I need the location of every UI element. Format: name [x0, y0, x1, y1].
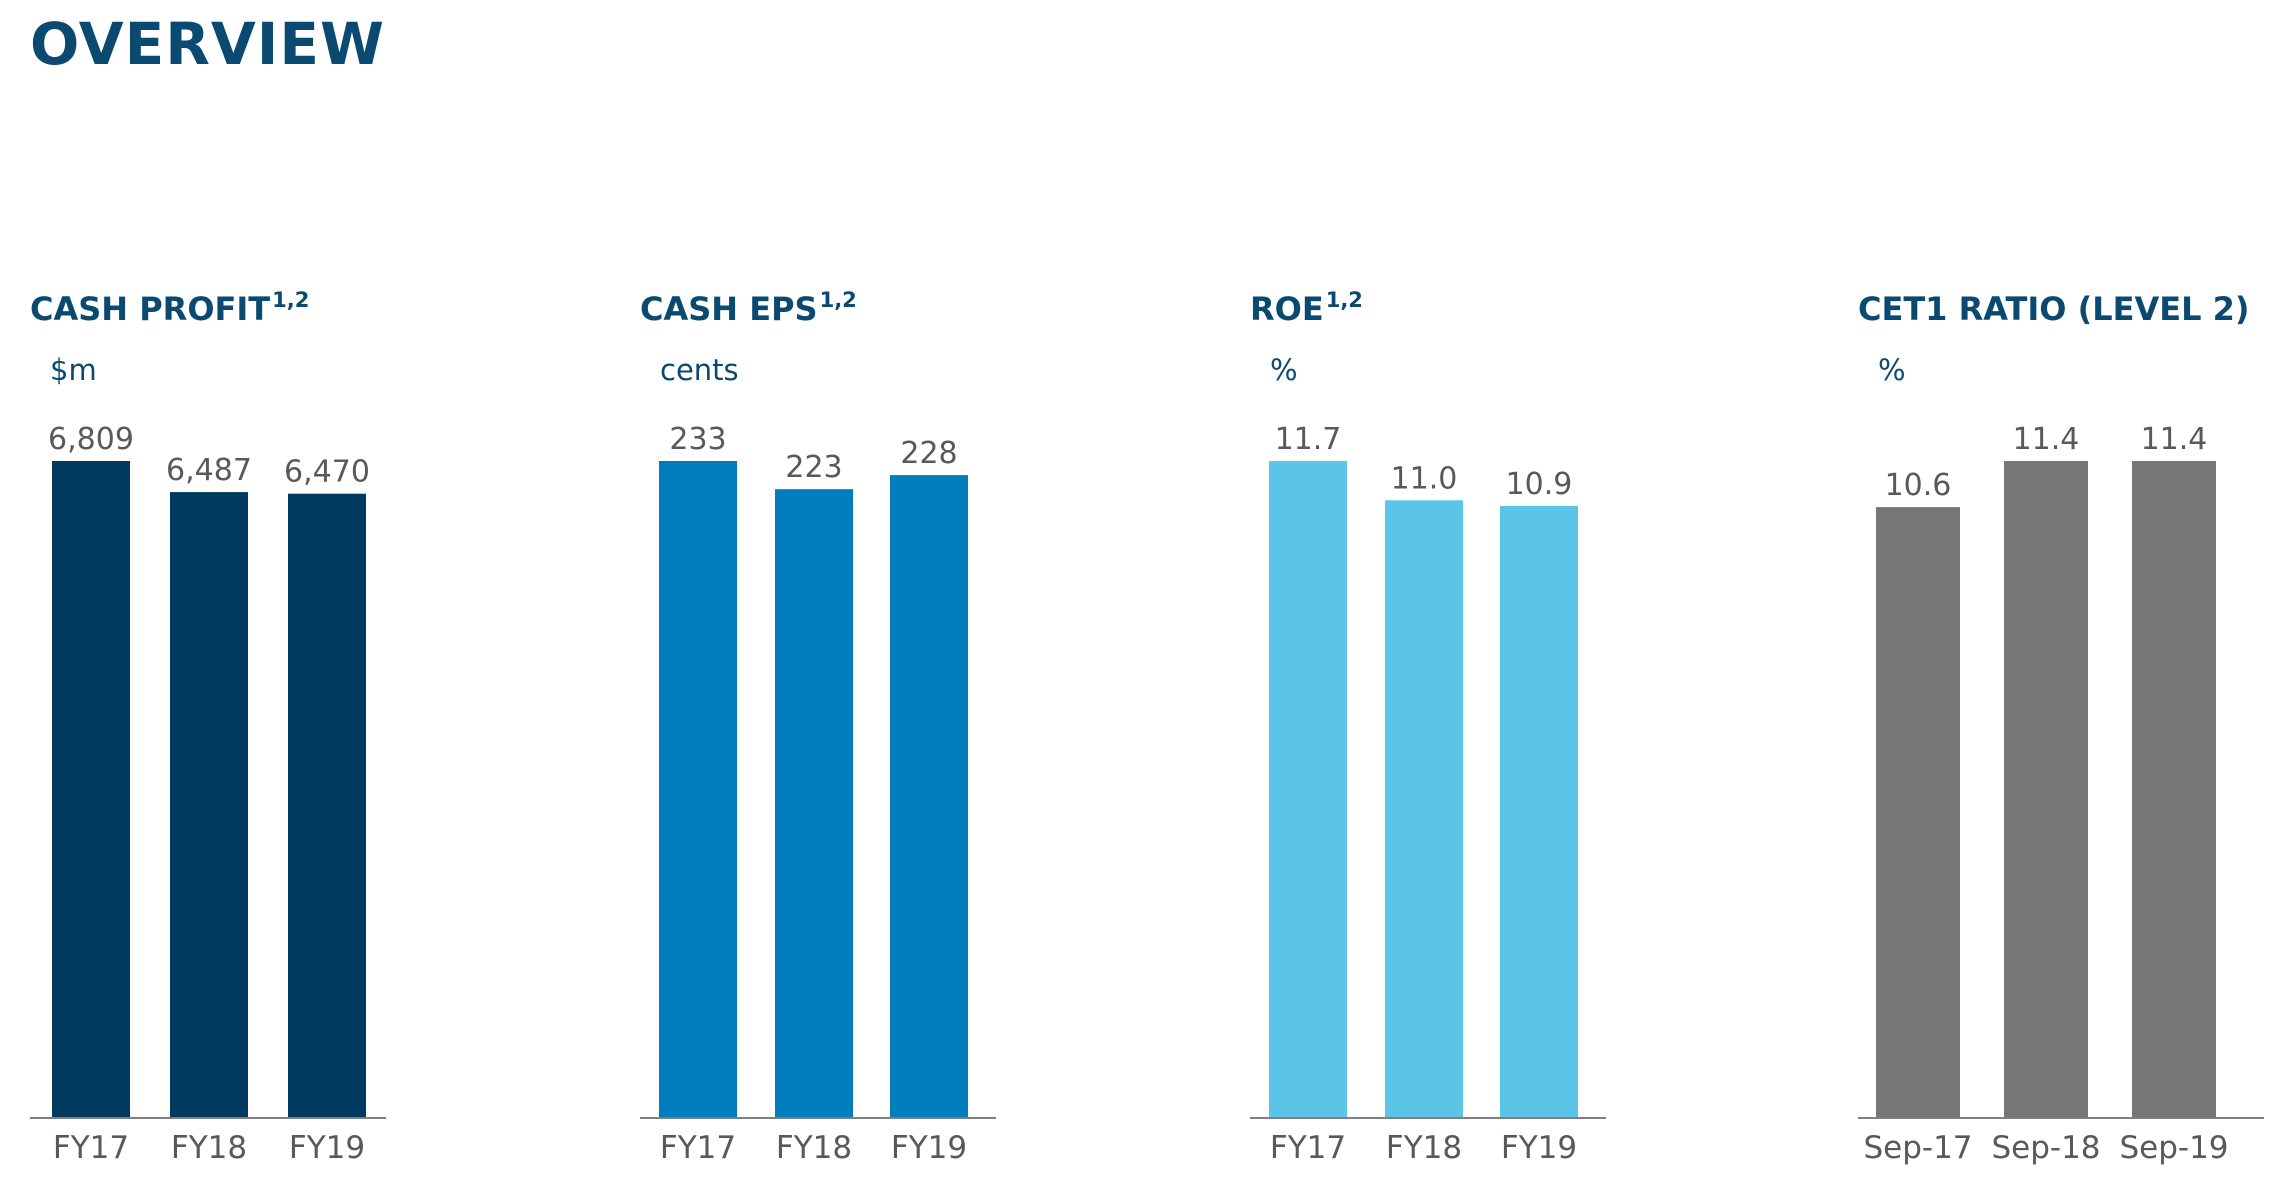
- data-label: 6,809: [48, 422, 134, 457]
- bar-fy17: [659, 461, 737, 1118]
- data-label: 10.6: [1885, 468, 1952, 503]
- data-label: 11.0: [1391, 461, 1458, 496]
- data-label: 11.4: [2141, 422, 2208, 457]
- bar-chart: 10.6 Sep-17 11.4 Sep-18 11.4 Sep-19: [1858, 422, 2264, 1166]
- chart-title-text: CET1 RATIO (LEVEL 2): [1858, 290, 2250, 328]
- x-tick-label: FY19: [289, 1130, 365, 1166]
- chart-title-footnote: 1,2: [1325, 288, 1363, 312]
- bar-fy17: [1269, 461, 1347, 1118]
- bar-chart: 6,809 FY17 6,487 FY18 6,470 FY19: [30, 422, 386, 1166]
- x-tick-label: FY19: [891, 1130, 967, 1166]
- data-label: 11.4: [2013, 422, 2080, 457]
- bar-sep-17: [1876, 507, 1960, 1118]
- x-tick-label: Sep-17: [1863, 1130, 1972, 1166]
- bar-fy18: [1385, 500, 1463, 1118]
- data-label: 6,470: [284, 455, 370, 490]
- chart-title: ROE1,2: [1250, 288, 1363, 328]
- chart-unit-label: %: [1878, 353, 1906, 387]
- x-tick-label: FY19: [1501, 1130, 1577, 1166]
- chart-panel-cash-profit: CASH PROFIT1,2 $m 6,809 FY17 6,487 FY18 6,47…: [30, 280, 400, 1180]
- chart-title-text: ROE: [1250, 290, 1324, 328]
- bar-fy19: [1500, 505, 1578, 1118]
- data-label: 11.7: [1275, 422, 1342, 457]
- data-label: 233: [669, 422, 726, 457]
- chart-panel-roe: ROE1,2 % 11.7 FY17 11.0 FY18 10.9 FY19: [1250, 280, 1620, 1180]
- data-label: 228: [900, 436, 957, 471]
- chart-title-footnote: 1,2: [272, 288, 310, 312]
- bar-fy18: [170, 492, 248, 1118]
- x-tick-label: Sep-19: [2119, 1130, 2228, 1166]
- chart-title-text: CASH PROFIT: [30, 290, 271, 328]
- chart-panel-cash-eps: CASH EPS1,2 cents 233 FY17 223 FY18 228 FY19: [640, 280, 1010, 1180]
- bar-fy19: [890, 475, 968, 1118]
- chart-title-text: CASH EPS: [640, 290, 818, 328]
- chart-title-footnote: 1,2: [819, 288, 857, 312]
- x-tick-label: FY17: [660, 1130, 736, 1166]
- x-tick-label: FY18: [1386, 1130, 1462, 1166]
- data-label: 10.9: [1506, 467, 1573, 502]
- data-label: 223: [785, 450, 842, 485]
- chart-panel-cet1-ratio: CET1 RATIO (LEVEL 2) % 10.6 Sep-17 11.4 Sep…: [1858, 280, 2268, 1180]
- page-title: OVERVIEW: [30, 10, 385, 78]
- chart-title: CASH PROFIT1,2: [30, 288, 310, 328]
- chart-unit-label: $m: [50, 353, 97, 387]
- x-tick-label: FY17: [53, 1130, 129, 1166]
- x-tick-label: FY18: [171, 1130, 247, 1166]
- x-tick-label: FY17: [1270, 1130, 1346, 1166]
- bar-sep-18: [2004, 461, 2088, 1118]
- bar-chart: 233 FY17 223 FY18 228 FY19: [640, 422, 996, 1166]
- bar-fy17: [52, 461, 130, 1118]
- chart-unit-label: %: [1270, 353, 1298, 387]
- bar-chart: 11.7 FY17 11.0 FY18 10.9 FY19: [1250, 422, 1606, 1166]
- data-label: 6,487: [166, 453, 252, 488]
- bar-fy18: [775, 489, 853, 1119]
- chart-unit-label: cents: [660, 353, 739, 387]
- x-tick-label: FY18: [776, 1130, 852, 1166]
- x-tick-label: Sep-18: [1991, 1130, 2100, 1166]
- chart-title: CASH EPS1,2: [640, 288, 857, 328]
- bar-fy19: [288, 493, 366, 1118]
- bar-sep-19: [2132, 461, 2216, 1118]
- chart-title: CET1 RATIO (LEVEL 2): [1858, 290, 2252, 328]
